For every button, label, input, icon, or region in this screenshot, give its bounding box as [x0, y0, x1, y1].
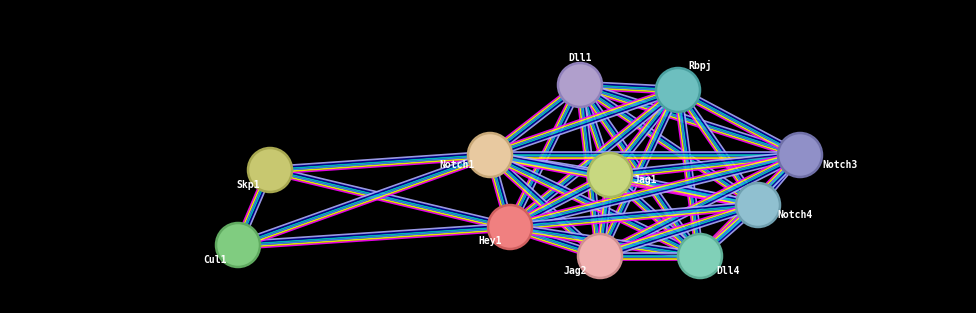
Text: Dll4: Dll4	[716, 266, 740, 276]
Text: Skp1: Skp1	[236, 180, 260, 190]
Text: Rbpj: Rbpj	[688, 59, 712, 70]
Circle shape	[656, 68, 700, 112]
Circle shape	[558, 63, 602, 107]
Circle shape	[678, 234, 722, 278]
Circle shape	[216, 223, 260, 267]
Text: Notch1: Notch1	[439, 160, 474, 170]
Text: Notch3: Notch3	[823, 160, 858, 170]
Text: Notch4: Notch4	[777, 210, 813, 220]
Text: Dll1: Dll1	[568, 53, 591, 63]
Circle shape	[248, 148, 292, 192]
Text: Hey1: Hey1	[478, 236, 502, 246]
Circle shape	[578, 234, 622, 278]
Circle shape	[778, 133, 822, 177]
Circle shape	[468, 133, 512, 177]
Circle shape	[588, 153, 632, 197]
Text: Jag1: Jag1	[633, 175, 657, 185]
Circle shape	[736, 183, 780, 227]
Text: Jag2: Jag2	[563, 266, 587, 276]
Circle shape	[488, 205, 532, 249]
Text: Cul1: Cul1	[203, 255, 226, 265]
